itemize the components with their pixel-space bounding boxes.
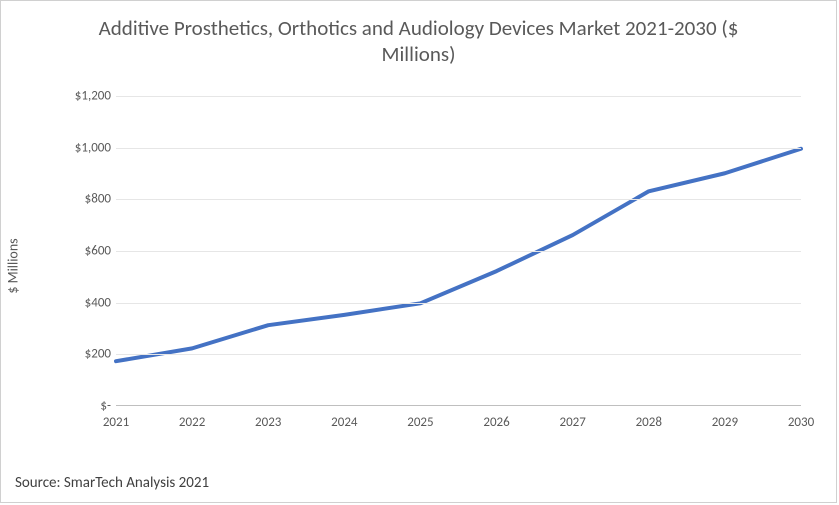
x-tick-label: 2029 [712,415,738,430]
gridline [116,303,801,304]
series-line [116,149,801,361]
x-tick-label: 2021 [103,415,129,430]
chart-container: Additive Prosthetics, Orthotics and Audi… [0,0,837,503]
y-tick-label: $400 [51,295,111,310]
gridline [116,251,801,252]
chart-title: Additive Prosthetics, Orthotics and Audi… [1,1,836,74]
plot-wrap: $ Millions $-$200$400$600$800$1,000$1,20… [41,96,811,436]
y-tick-label: $- [51,399,111,414]
y-axis-label: $ Millions [5,238,22,293]
x-tick-label: 2025 [407,415,433,430]
x-tick-label: 2030 [788,415,814,430]
gridline [116,148,801,149]
gridline [116,199,801,200]
x-tick-label: 2023 [255,415,281,430]
y-tick-label: $800 [51,192,111,207]
gridline [116,96,801,97]
y-tick-label: $1,200 [51,89,111,104]
y-tick-label: $200 [51,347,111,362]
x-tick-label: 2026 [483,415,509,430]
y-tick-label: $1,000 [51,140,111,155]
x-tick-label: 2028 [636,415,662,430]
x-tick-label: 2027 [559,415,585,430]
x-tick-label: 2022 [179,415,205,430]
y-tick-label: $600 [51,244,111,259]
plot-area [116,96,801,406]
gridline [116,354,801,355]
x-tick-label: 2024 [331,415,357,430]
source-text: Source: SmarTech Analysis 2021 [15,474,209,492]
